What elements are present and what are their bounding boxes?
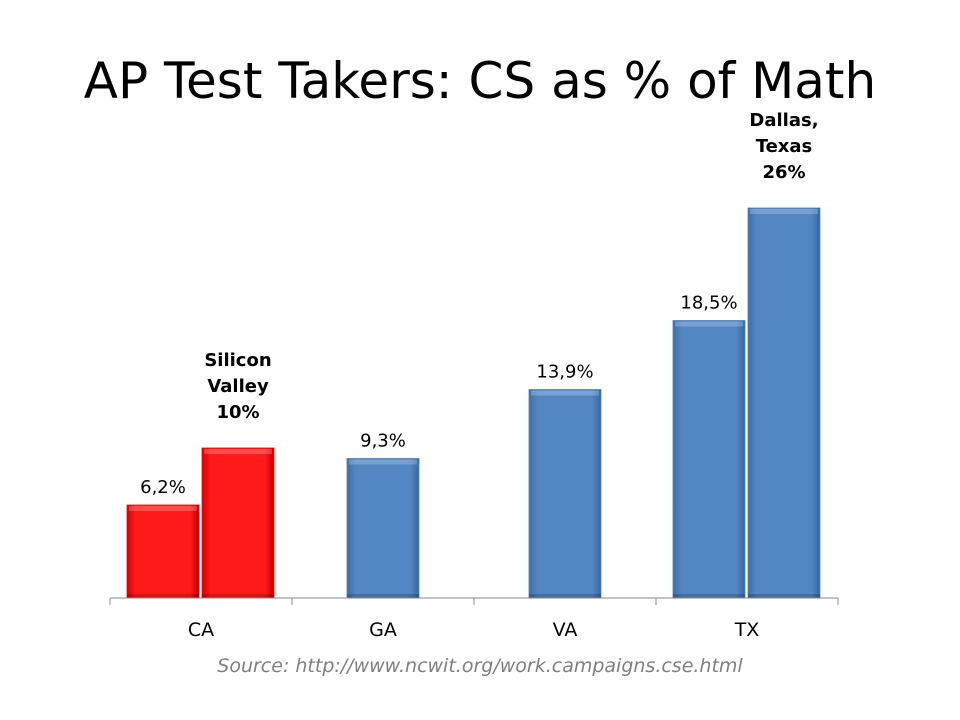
chart-title: AP Test Takers: CS as % of Math — [83, 52, 877, 110]
annotation-label: Valley — [207, 376, 269, 397]
annotation-label: Silicon — [204, 350, 271, 371]
annotation-label: Dallas, — [749, 110, 818, 131]
bar-ca-0 — [126, 504, 200, 599]
data-label: 13,9% — [536, 362, 593, 383]
annotation-label: 26% — [762, 162, 805, 183]
data-label: 18,5% — [680, 293, 737, 314]
bar-ga-0 — [346, 458, 420, 599]
x-tick-label: GA — [369, 619, 397, 641]
annotation-label: Texas — [756, 136, 813, 157]
x-tick-label: TX — [734, 619, 760, 641]
bar-ca-1 — [201, 447, 275, 599]
x-tick-label: CA — [188, 619, 214, 641]
bar-tx-0 — [672, 320, 746, 599]
x-tick-label: VA — [553, 619, 578, 641]
bar-va-0 — [528, 389, 602, 599]
annotation-label: 10% — [216, 402, 259, 423]
bar-tx-1 — [747, 207, 821, 599]
source-note: Source: http://www.ncwit.org/work.campai… — [217, 655, 743, 677]
data-label: 6,2% — [140, 477, 186, 498]
data-label: 9,3% — [360, 431, 406, 452]
